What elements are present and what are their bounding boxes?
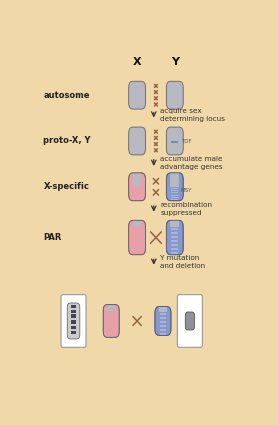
Text: PAR: PAR — [43, 233, 62, 242]
Text: TDF: TDF — [181, 139, 192, 144]
Bar — [107, 305, 115, 311]
FancyBboxPatch shape — [67, 303, 80, 339]
FancyBboxPatch shape — [61, 295, 86, 347]
FancyBboxPatch shape — [129, 127, 145, 155]
Bar — [171, 190, 178, 191]
Bar — [160, 317, 166, 319]
Text: X-specific: X-specific — [43, 182, 89, 191]
Bar — [171, 141, 178, 143]
FancyBboxPatch shape — [129, 173, 145, 201]
FancyBboxPatch shape — [129, 220, 145, 255]
Bar — [160, 329, 166, 331]
Bar — [159, 306, 167, 312]
Bar — [71, 331, 76, 334]
FancyBboxPatch shape — [177, 295, 202, 347]
Bar — [71, 326, 76, 329]
Bar — [171, 252, 178, 254]
Bar — [171, 232, 178, 234]
Bar — [71, 314, 76, 318]
Bar — [171, 192, 178, 193]
Bar — [160, 325, 166, 327]
Bar — [170, 173, 179, 187]
Bar — [160, 321, 166, 323]
Bar — [171, 199, 178, 200]
Bar — [171, 228, 178, 230]
Bar — [160, 333, 166, 334]
Text: X: X — [133, 57, 142, 68]
Text: MSY: MSY — [181, 188, 192, 193]
Text: autosome: autosome — [43, 91, 90, 100]
Bar — [171, 236, 178, 238]
Bar — [133, 220, 142, 227]
FancyBboxPatch shape — [166, 173, 183, 201]
Bar — [160, 313, 166, 315]
FancyBboxPatch shape — [185, 312, 195, 330]
Text: Y mutation
and deletion: Y mutation and deletion — [160, 255, 205, 269]
Bar — [171, 248, 178, 250]
Text: Y: Y — [171, 57, 179, 68]
Bar — [171, 240, 178, 242]
Bar — [71, 305, 76, 308]
FancyBboxPatch shape — [166, 81, 183, 109]
Bar — [171, 188, 178, 189]
Text: acquire sex
determining locus: acquire sex determining locus — [160, 108, 225, 122]
FancyBboxPatch shape — [166, 127, 183, 155]
FancyBboxPatch shape — [166, 220, 183, 255]
Bar — [171, 195, 178, 196]
Text: proto-X, Y: proto-X, Y — [43, 136, 91, 145]
Bar — [71, 320, 76, 323]
Text: recombination
suppressed: recombination suppressed — [160, 202, 212, 215]
FancyBboxPatch shape — [103, 305, 119, 337]
FancyBboxPatch shape — [129, 81, 145, 109]
Bar — [71, 309, 76, 313]
Bar — [170, 220, 179, 227]
Bar — [133, 173, 142, 187]
Text: accumulate male
advantage genes: accumulate male advantage genes — [160, 156, 223, 170]
Bar — [171, 244, 178, 246]
Bar — [171, 197, 178, 198]
FancyBboxPatch shape — [155, 306, 171, 335]
